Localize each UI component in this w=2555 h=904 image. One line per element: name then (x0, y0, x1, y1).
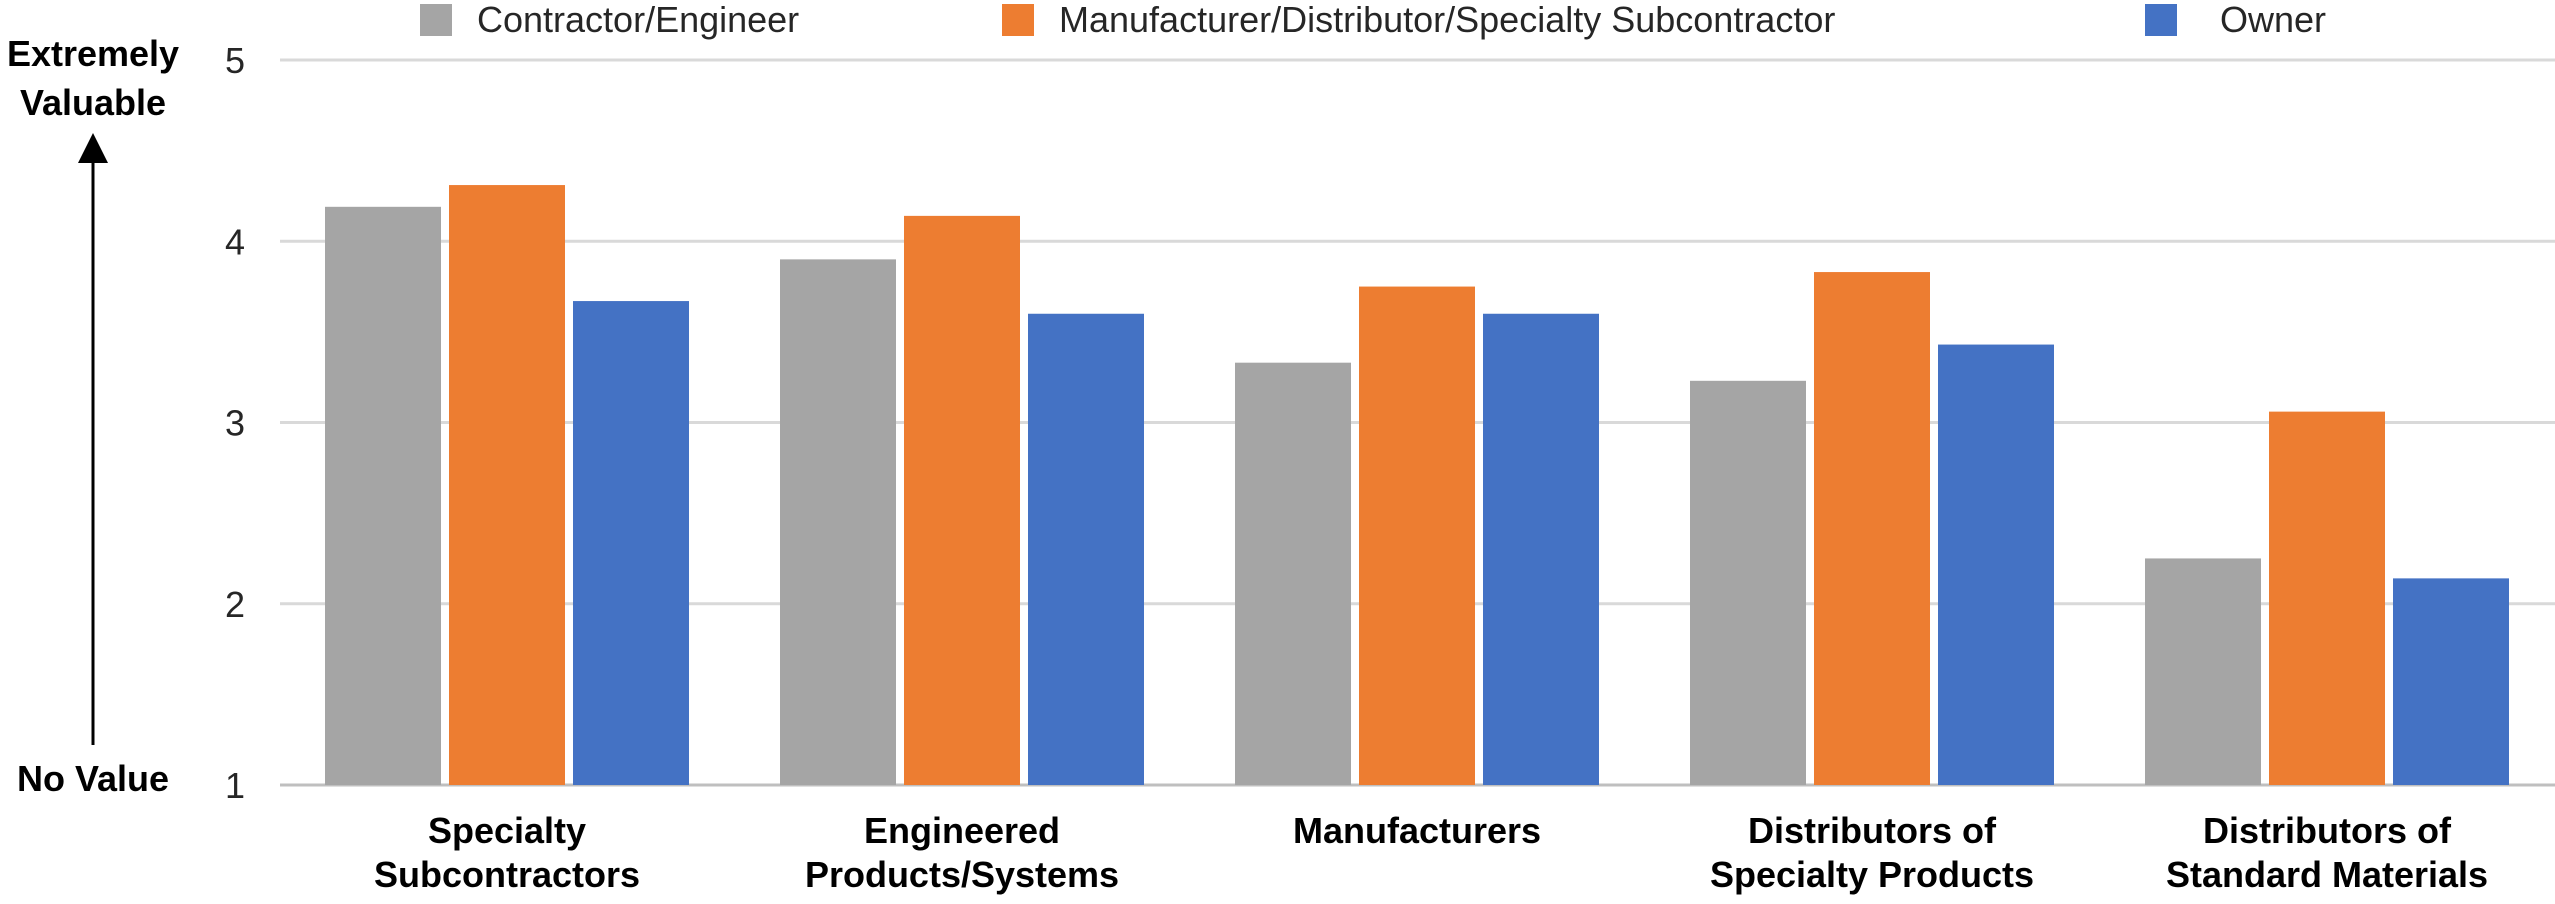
y-label-top-line-1: Extremely (7, 33, 179, 74)
y-tick-label: 1 (225, 765, 245, 806)
legend: Contractor/Engineer Manufacturer/Distribu… (420, 0, 2326, 40)
bar-owner-3 (1938, 344, 2054, 785)
legend-swatch (1002, 4, 1034, 36)
bar-manufacturer-distributor-specialty-subcontractor-3 (1814, 272, 1930, 785)
bars (325, 185, 2509, 785)
bar-manufacturer-distributor-specialty-subcontractor-4 (2269, 411, 2385, 785)
category-label: Standard Materials (2166, 854, 2488, 895)
bar-owner-1 (1028, 313, 1144, 785)
bar-owner-2 (1483, 313, 1599, 785)
category-label: Specialty (428, 810, 586, 851)
y-axis-annotation: Extremely Valuable No Value (7, 33, 179, 799)
bar-manufacturer-distributor-specialty-subcontractor-2 (1359, 286, 1475, 785)
category-label: Engineered (864, 810, 1060, 851)
legend-swatch (2145, 4, 2177, 36)
bar-contractor-engineer-2 (1235, 362, 1351, 785)
legend-label: Owner (2220, 0, 2326, 40)
category-label: Products/Systems (805, 854, 1119, 895)
bar-contractor-engineer-3 (1690, 380, 1806, 785)
legend-swatch (420, 4, 452, 36)
y-label-bottom: No Value (17, 758, 169, 799)
legend-label: Contractor/Engineer (477, 0, 799, 40)
bar-contractor-engineer-1 (780, 259, 896, 785)
legend-label: Manufacturer/Distributor/Specialty Subco… (1059, 0, 1835, 40)
category-label: Manufacturers (1293, 810, 1541, 851)
bar-manufacturer-distributor-specialty-subcontractor-1 (904, 215, 1020, 785)
bar-manufacturer-distributor-specialty-subcontractor-0 (449, 185, 565, 785)
bar-contractor-engineer-4 (2145, 558, 2261, 785)
bar-contractor-engineer-0 (325, 206, 441, 785)
y-label-top-line-2: Valuable (20, 82, 166, 123)
y-tick-label: 2 (225, 584, 245, 625)
category-label: Distributors of (1748, 810, 1997, 851)
category-label: Specialty Products (1710, 854, 2034, 895)
category-label: Subcontractors (374, 854, 640, 895)
y-tick-label: 4 (225, 221, 245, 262)
bar-owner-0 (573, 301, 689, 785)
y-axis: 1 2 3 4 5 (225, 40, 245, 806)
y-tick-label: 5 (225, 40, 245, 81)
bar-owner-4 (2393, 578, 2509, 785)
category-label: Distributors of (2203, 810, 2452, 851)
y-tick-label: 3 (225, 403, 245, 444)
